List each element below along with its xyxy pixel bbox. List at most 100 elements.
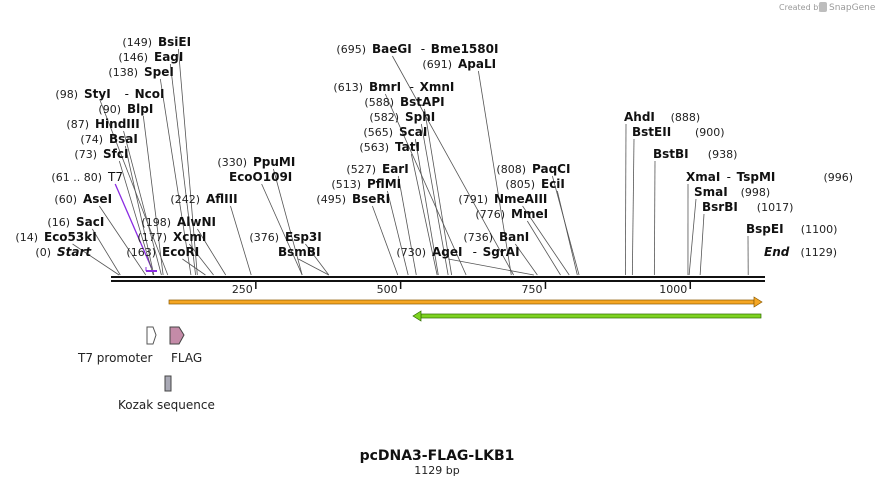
site-ecii[interactable]: (805) EciI xyxy=(505,177,564,191)
site-name: BspEI xyxy=(746,222,784,236)
site-baegi[interactable]: (695) BaeGI - Bme1580I xyxy=(336,42,498,56)
site-bstapi[interactable]: (588) BstAPI xyxy=(364,95,444,109)
site-leader-line xyxy=(118,160,154,276)
site-position: (73) xyxy=(74,148,97,161)
site-leader-line xyxy=(392,55,514,276)
site-sphi[interactable]: (582) SphI xyxy=(369,110,435,124)
site-alwni[interactable]: (198) AlwNI xyxy=(141,215,216,229)
site-name: T7 xyxy=(107,170,123,184)
site-xmai[interactable]: (996) XmaI - TspMI xyxy=(686,170,853,184)
site-bani[interactable]: (736) BanI xyxy=(463,230,529,244)
site-asei[interactable]: (60) AseI xyxy=(54,192,112,206)
site-leader-line xyxy=(478,70,512,276)
site-esp3i[interactable]: (376) Esp3I xyxy=(249,230,321,244)
site-position: (495) xyxy=(316,193,346,206)
site-name: AseI xyxy=(83,192,112,206)
site-smai[interactable]: (998) SmaI xyxy=(694,185,770,199)
site-ahdi[interactable]: (888) AhdI xyxy=(624,110,700,124)
site-position: (149) xyxy=(122,36,152,49)
sequence-backbone xyxy=(111,276,765,282)
orange-orf-arrow[interactable] xyxy=(168,296,763,308)
site-bsmbi[interactable]: BsmBI xyxy=(278,245,320,259)
site-name: BstEII xyxy=(632,125,671,139)
snapgene-logo-icon xyxy=(819,2,827,12)
site-name: AhdI xyxy=(624,110,655,124)
site-bmri[interactable]: (613) BmrI - XmnI xyxy=(333,80,454,94)
site-mmei[interactable]: (776) MmeI xyxy=(475,207,548,221)
site-saci[interactable]: (16) SacI xyxy=(47,215,104,229)
site-eagi[interactable]: (146) EagI xyxy=(118,50,183,64)
site-t7[interactable]: (61 .. 80) T7 xyxy=(51,170,123,184)
site-leader-line xyxy=(410,153,438,276)
site-position: (588) xyxy=(364,96,394,109)
site-name: HindIII xyxy=(95,117,140,131)
feature-t7-promoter[interactable]: T7 promoter xyxy=(77,326,157,365)
site-leader-line xyxy=(688,198,697,276)
credit-brand: SnapGene xyxy=(829,3,876,13)
site-ppumi[interactable]: (330) PpuMI xyxy=(217,155,295,169)
site-position: (805) xyxy=(505,178,535,191)
site-leader-line xyxy=(273,168,303,276)
site-scai[interactable]: (565) ScaI xyxy=(363,125,427,139)
kozak-label: Kozak sequence xyxy=(118,398,215,412)
site-styi[interactable]: (98) StyI - NcoI xyxy=(55,87,164,101)
site-bsiei[interactable]: (149) BsiEI xyxy=(122,35,191,49)
site-afliii[interactable]: (242) AflIII xyxy=(170,192,237,206)
site-xcmi[interactable]: (177) XcmI xyxy=(137,230,206,244)
site-bstbi[interactable]: (938) BstBI xyxy=(653,147,737,161)
site-position: (527) xyxy=(346,163,376,176)
feature-kozak-sequence[interactable]: Kozak sequence xyxy=(118,375,215,412)
site-leader-line xyxy=(631,138,635,276)
site-separator: - xyxy=(125,87,129,101)
site-name: BsmBI xyxy=(278,245,320,259)
site-leader-line xyxy=(653,160,656,276)
site-name: Start xyxy=(57,245,92,259)
site-name: Eco53kI xyxy=(44,230,97,244)
site-name: SphI xyxy=(405,110,435,124)
site-bsai[interactable]: (74) BsaI xyxy=(80,132,137,146)
site-blpi[interactable]: (90) BlpI xyxy=(98,102,153,116)
site-agei[interactable]: (730) AgeI - SgrAI xyxy=(396,245,519,259)
site-tati[interactable]: (563) TatI xyxy=(359,140,420,154)
site-name: ApaLI xyxy=(458,57,496,71)
site-position: (582) xyxy=(369,111,399,124)
site-ecoo109i[interactable]: EcoO109I xyxy=(229,170,292,184)
site-nmeaiii[interactable]: (791) NmeAIII xyxy=(458,192,547,206)
green-orf-arrow[interactable] xyxy=(412,310,762,322)
site-paqci[interactable]: (808) PaqCI xyxy=(496,162,570,176)
restriction-site-labels: (0) Start (14) Eco53kI(16) SacI (60) AseI (61 .… xyxy=(15,35,853,259)
site-partner-name: SgrAI xyxy=(483,245,520,259)
site-bspei[interactable]: (1100) BspEI xyxy=(746,222,837,236)
site-pflmi[interactable]: (513) PflMI xyxy=(331,177,401,191)
site-position: (87) xyxy=(66,118,89,131)
site-ecori[interactable]: (163) EcoRI xyxy=(126,245,199,259)
site-name: TatI xyxy=(395,140,420,154)
site-start[interactable]: (0) Start xyxy=(35,245,92,259)
site-name: EcoRI xyxy=(162,245,199,259)
site-bseri[interactable]: (495) BseRI xyxy=(316,192,390,206)
site-leader-line xyxy=(397,175,417,276)
site-end[interactable]: (1129) End xyxy=(764,245,837,259)
feature-flag[interactable]: FLAG xyxy=(169,326,202,365)
site-apali[interactable]: (691) ApaLI xyxy=(422,57,496,71)
site-eco53ki[interactable]: (14) Eco53kI xyxy=(15,230,96,244)
site-hindiii[interactable]: (87) HindIII xyxy=(66,117,139,131)
site-position: (613) xyxy=(333,81,363,94)
site-partner-name: Bme1580I xyxy=(431,42,499,56)
site-position: (16) xyxy=(47,216,70,229)
backbone-top-strand xyxy=(111,276,765,278)
site-bsteii[interactable]: (900) BstEII xyxy=(632,125,725,139)
site-separator: - xyxy=(410,80,414,94)
site-leader-line xyxy=(182,258,206,276)
misc-feature-box xyxy=(164,375,172,392)
site-leader-line xyxy=(99,100,169,276)
site-leader-line xyxy=(98,205,147,276)
site-name: PflMI xyxy=(367,177,401,191)
site-eari[interactable]: (527) EarI xyxy=(346,162,408,176)
site-leader-line xyxy=(414,138,439,276)
site-bsrbi[interactable]: (1017) BsrBI xyxy=(702,200,793,214)
site-sfci[interactable]: (73) SfcI xyxy=(74,147,128,161)
site-spei[interactable]: (138) SpeI xyxy=(108,65,173,79)
site-leader-line xyxy=(261,183,303,276)
